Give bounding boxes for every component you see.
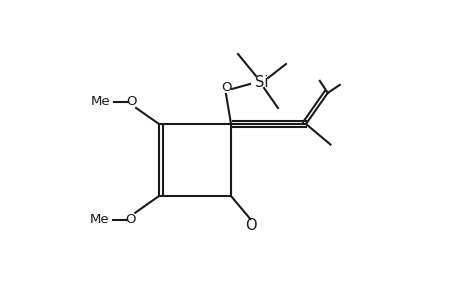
Text: Me: Me [89,213,109,226]
Text: O: O [125,213,135,226]
Text: Me: Me [90,95,110,108]
Text: O: O [221,80,232,94]
Text: O: O [126,95,136,108]
Text: O: O [245,218,257,233]
Text: Si: Si [255,74,268,89]
